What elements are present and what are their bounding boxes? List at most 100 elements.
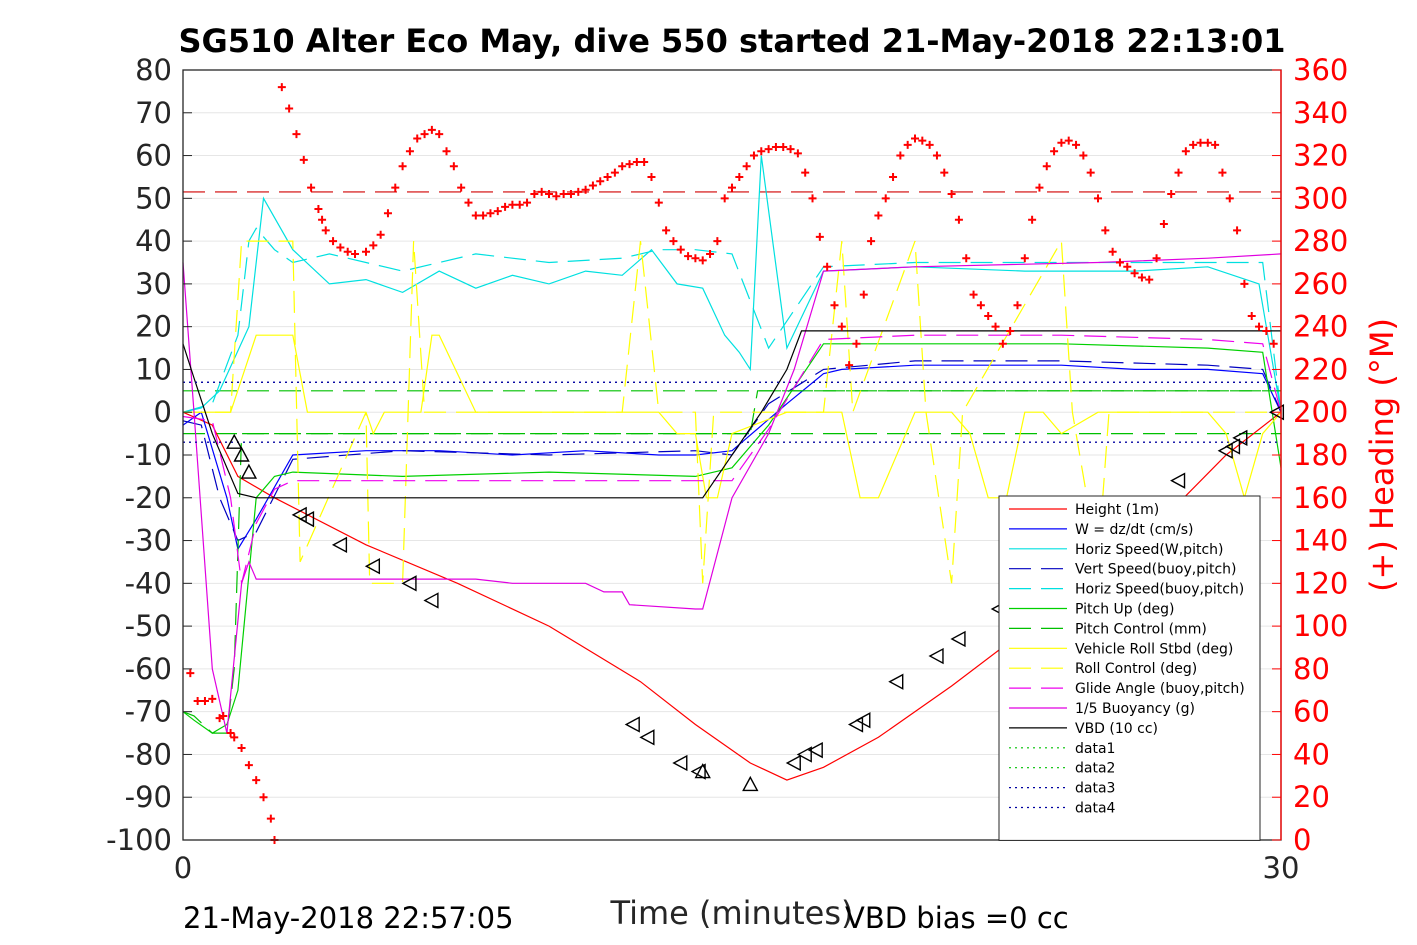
x-tick-label: 0	[174, 851, 192, 885]
heading-point	[757, 147, 766, 156]
depth-marker-left	[1224, 438, 1241, 455]
heading-point	[932, 151, 941, 160]
series-horiz-speed-buoy-pitch	[182, 227, 1282, 413]
heading-point	[684, 252, 693, 261]
heading-point	[259, 793, 268, 802]
legend-entry: W = dz/dt (cm/s)	[1075, 522, 1194, 538]
right-tick-label: 340	[1293, 96, 1348, 130]
series-glide-angle-buoy-pitch	[182, 334, 1282, 584]
heading-point	[1006, 326, 1015, 335]
legend-entry: Pitch Up (deg)	[1075, 602, 1174, 618]
heading-point	[1247, 311, 1256, 320]
heading-point	[1013, 301, 1022, 310]
heading-point	[1123, 262, 1132, 271]
heading-point	[1035, 183, 1044, 192]
heading-point	[669, 237, 678, 246]
depth-marker-left	[855, 712, 871, 729]
heading-point	[1020, 254, 1029, 263]
left-tick-label: 20	[135, 310, 172, 344]
heading-point	[603, 172, 612, 181]
heading-point	[515, 200, 524, 209]
depth-marker-left	[1232, 429, 1248, 447]
right-tick-label: 40	[1293, 737, 1330, 771]
heading-point	[749, 151, 758, 160]
heading-point	[266, 814, 275, 823]
depth-marker-left	[1268, 404, 1285, 421]
heading-point	[1137, 273, 1146, 282]
heading-point	[581, 185, 590, 194]
heading-point	[610, 168, 619, 177]
depth-marker-left	[807, 741, 823, 759]
heading-point	[376, 230, 385, 239]
heading-point	[420, 130, 429, 139]
right-tick-label: 300	[1293, 181, 1348, 215]
heading-point	[292, 130, 301, 139]
heading-point	[405, 147, 414, 156]
heading-point	[508, 200, 517, 209]
heading-point	[343, 247, 352, 256]
heading-point	[1262, 326, 1271, 335]
heading-point	[1159, 220, 1168, 228]
x-axis-ticks: 0 30	[174, 851, 1300, 885]
heading-point	[1255, 322, 1264, 331]
heading-point	[881, 194, 890, 203]
right-tick-label: 220	[1293, 352, 1348, 386]
heading-point	[186, 669, 195, 678]
heading-point	[830, 301, 839, 310]
heading-point	[1050, 147, 1059, 156]
left-tick-label: -30	[125, 524, 172, 558]
x-tick-label: 30	[1263, 851, 1300, 885]
depth-marker-apogee	[742, 775, 759, 792]
heading-point	[336, 243, 345, 252]
heading-point	[545, 190, 553, 199]
legend-entry: data4	[1075, 801, 1116, 817]
heading-point	[574, 187, 583, 196]
heading-point	[969, 290, 978, 299]
series-pitch-up-deg	[182, 343, 1282, 734]
legend-entry: Pitch Control (mm)	[1075, 621, 1207, 637]
heading-point	[903, 140, 912, 149]
heading-point	[1203, 138, 1212, 147]
legend-entry: VBD (10 cc)	[1075, 721, 1158, 737]
heading-point	[457, 183, 466, 192]
depth-marker-left	[847, 716, 864, 733]
heading-point	[362, 247, 370, 256]
heading-point	[954, 215, 963, 224]
right-tick-label: 260	[1293, 267, 1348, 301]
depth-marker-up	[233, 446, 250, 462]
heading-point	[911, 134, 919, 143]
heading-point	[471, 211, 480, 220]
legend-entry: Horiz Speed(buoy,pitch)	[1075, 582, 1244, 598]
heading-point	[559, 190, 568, 199]
heading-point	[208, 694, 217, 703]
left-tick-label: 50	[135, 181, 172, 215]
depth-marker-left	[331, 536, 348, 554]
series-w-dz-dt-cm-s	[182, 364, 1282, 551]
footer-vbd-bias: VBD bias =0 cc	[845, 901, 1069, 935]
right-tick-label: 200	[1293, 395, 1348, 429]
depth-marker-left	[785, 754, 801, 772]
heading-point	[706, 249, 715, 258]
right-tick-label: 320	[1293, 139, 1348, 173]
left-tick-label: -80	[125, 737, 172, 771]
depth-marker-left	[1170, 472, 1186, 489]
right-tick-label: 80	[1293, 652, 1330, 686]
depth-marker-left	[624, 716, 640, 733]
heading-point	[501, 202, 510, 211]
heading-point	[874, 211, 883, 220]
heading-point	[1218, 168, 1227, 177]
heading-point	[801, 168, 810, 177]
right-tick-label: 160	[1293, 481, 1348, 515]
heading-point	[307, 183, 316, 192]
left-axis-ticks: 80 70 60 50 40 30 20 10 0 -10 -20 -30 -40 -50 -60 -70 -8…	[106, 53, 192, 857]
depth-marker-left	[950, 630, 966, 648]
heading-point	[786, 145, 795, 154]
heading-point	[329, 237, 338, 246]
heading-point	[713, 237, 722, 246]
heading-point	[728, 183, 736, 192]
heading-point	[1211, 140, 1220, 149]
left-tick-label: -70	[125, 695, 172, 729]
depth-marker-up	[226, 433, 243, 449]
heading-point	[237, 744, 246, 753]
heading-point	[442, 147, 451, 156]
